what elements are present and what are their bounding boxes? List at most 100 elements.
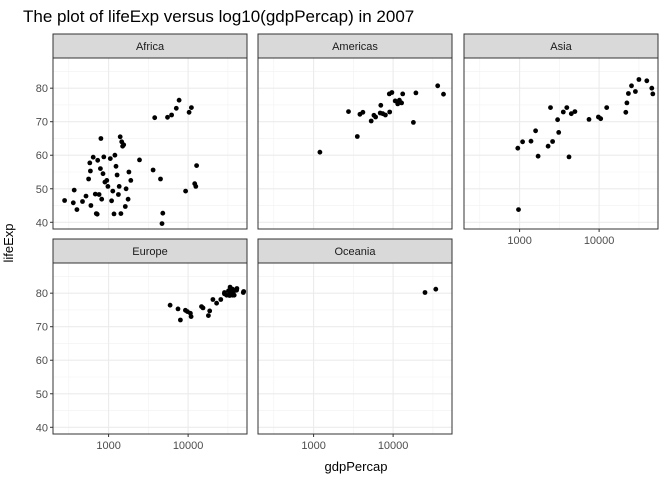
data-point (433, 286, 439, 292)
data-point (354, 134, 360, 139)
x-tick-label: 1000 (96, 440, 120, 452)
data-point (107, 156, 113, 162)
data-point (110, 188, 116, 194)
data-point (200, 305, 206, 311)
data-point (94, 211, 100, 217)
data-point (387, 109, 393, 115)
data-point (109, 198, 114, 204)
data-point (413, 90, 419, 96)
plot-background (53, 58, 247, 229)
plot-background (258, 263, 452, 434)
y-tick-label: 80 (36, 288, 48, 300)
data-point (112, 152, 118, 158)
data-point (435, 83, 441, 89)
data-point (71, 187, 77, 193)
plot-background (258, 58, 452, 229)
data-point (206, 313, 211, 318)
data-point (116, 192, 121, 197)
data-point (165, 114, 170, 120)
data-point (87, 160, 93, 166)
data-point (550, 139, 555, 144)
data-point (117, 134, 123, 140)
data-point (100, 171, 106, 177)
data-point (560, 109, 566, 115)
data-point (175, 306, 181, 312)
data-point (123, 186, 129, 192)
data-point (113, 163, 119, 169)
data-point (516, 207, 521, 213)
data-point (176, 97, 182, 103)
data-point (604, 105, 610, 110)
data-point (568, 111, 574, 117)
data-point (128, 178, 134, 183)
y-tick-label: 40 (36, 422, 48, 434)
data-point (383, 112, 388, 118)
data-point (346, 109, 351, 114)
facet-strip-label: Europe (132, 246, 167, 258)
chart-title: The plot of lifeExp versus log10(gdpPerc… (23, 7, 414, 26)
data-point (626, 91, 631, 96)
data-point (586, 117, 592, 122)
data-point (373, 114, 378, 120)
data-point (88, 168, 93, 174)
data-point (441, 91, 446, 97)
data-point (74, 207, 80, 213)
data-point (210, 297, 216, 302)
x-tick-label: 1000 (507, 235, 531, 247)
data-point (158, 176, 163, 182)
data-point (114, 172, 120, 178)
data-point (317, 149, 323, 155)
data-point (70, 200, 76, 206)
data-point (169, 112, 175, 118)
data-point (125, 196, 131, 202)
data-point (399, 100, 404, 106)
data-point (99, 196, 105, 202)
data-point (515, 145, 521, 151)
data-point (422, 290, 428, 295)
data-point (360, 109, 366, 115)
panel-border (463, 57, 659, 230)
data-point (137, 157, 142, 163)
data-point (150, 167, 156, 173)
y-tick-label: 70 (36, 322, 48, 334)
data-point (111, 211, 117, 217)
data-point (90, 154, 96, 160)
data-point (545, 143, 551, 149)
data-point (395, 101, 401, 107)
data-point (566, 154, 572, 160)
facet-panel-europe: Europe 40 50 60 70 80 1000 10000 (36, 238, 248, 452)
plot-background (464, 58, 658, 229)
data-point (98, 166, 103, 172)
data-point (98, 136, 104, 141)
data-point (116, 184, 122, 189)
data-point (378, 102, 384, 108)
data-point (598, 116, 604, 122)
data-point (520, 139, 525, 145)
data-point (533, 128, 538, 134)
facet-strip-label: Africa (136, 41, 165, 53)
data-point (564, 105, 570, 110)
data-point (633, 89, 638, 94)
data-point (194, 163, 200, 169)
data-point (88, 203, 94, 208)
data-point (167, 302, 173, 308)
facet-strip (257, 238, 453, 264)
data-point (649, 85, 655, 91)
x-tick-label: 10000 (378, 440, 409, 452)
data-point (101, 154, 107, 160)
data-point (231, 292, 237, 298)
x-tick-label: 1000 (301, 440, 325, 452)
data-point (629, 83, 634, 89)
data-point (548, 105, 553, 110)
data-point (535, 153, 541, 159)
data-point (83, 193, 89, 199)
facet-panel-oceania: Oceania 1000 10000 (257, 238, 453, 452)
facet-panel-asia: Asia 1000 10000 (463, 33, 659, 247)
data-point (96, 192, 102, 197)
data-point (234, 286, 240, 291)
facet-panel-africa: Africa 40 50 60 70 80 (36, 33, 248, 230)
data-point (160, 210, 166, 216)
data-point (556, 130, 562, 135)
data-point (118, 211, 124, 217)
